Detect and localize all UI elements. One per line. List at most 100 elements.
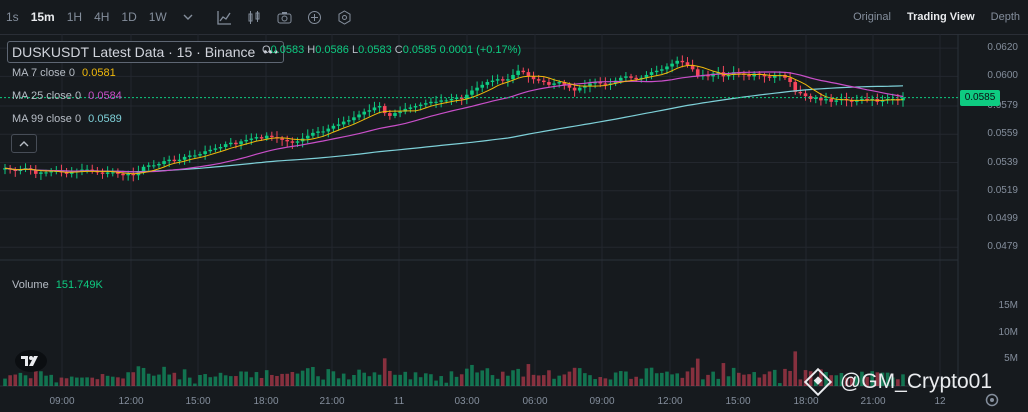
volume-bar [706,374,710,386]
view-depth[interactable]: Depth [990,11,1020,23]
candle [85,164,89,174]
chevron-up-icon [19,140,29,146]
candle-body [259,137,264,139]
volume-bar [901,374,905,386]
volume-bar [54,382,59,386]
ma25-legend[interactable]: MA 25 close 0 0.0584 [12,90,122,102]
volume-bar [408,379,413,386]
volume-bar [639,378,644,386]
indicators-icon[interactable] [217,9,233,25]
symbol-title[interactable]: DUSKUSDT Latest Data · 15 · Binance ••• [7,41,284,63]
candle-body [162,161,166,164]
timeframe-4h[interactable]: 4H [94,10,110,24]
candle [588,78,592,93]
symbol-title-text: DUSKUSDT Latest Data · 15 · Binance [12,44,256,60]
candle [429,97,433,107]
screenshot-icon[interactable] [277,9,293,25]
candle-body [408,107,413,109]
candle-body [249,138,254,140]
timeframe-15m[interactable]: 15m [30,10,55,24]
candle-type-icon[interactable] [247,9,263,25]
candle [244,134,248,145]
candle-body [490,80,495,83]
ohlc-close-label: C [394,44,403,56]
timeframe-1h[interactable]: 1H [66,10,83,24]
view-original[interactable]: Original [853,11,891,23]
candle [516,64,520,79]
volume-bar [849,377,854,386]
volume-bar [69,376,74,386]
candle [213,144,218,153]
candle-body [418,104,423,107]
volume-bar [439,376,443,386]
view-trading-view[interactable]: Trading View [906,11,975,23]
candle [660,65,664,74]
candle-body [726,74,731,77]
candle [193,149,197,159]
volume-bar [311,366,315,386]
candle-body [526,72,531,77]
volume-bar [382,358,387,386]
candle-body [808,96,813,99]
candle [506,73,510,87]
gear-icon[interactable] [984,392,1000,408]
volume-bar [562,374,567,386]
volume-bar [742,374,746,386]
ma99-label: MA 99 close 0 [12,113,82,125]
volume-bar [357,369,361,386]
candle [172,155,177,164]
candle-body [572,87,577,91]
timeframe-1w[interactable]: 1W [148,10,167,24]
volume-bar [3,378,7,386]
volume-bar [141,367,146,386]
candle-body [372,107,377,111]
volume-bar [193,383,197,386]
settings-icon[interactable] [337,9,353,25]
candle [819,93,823,106]
candle-body [660,69,664,71]
candle [362,108,366,120]
ma99-legend[interactable]: MA 99 close 0 0.0589 [12,113,122,125]
candle [865,92,869,103]
ma7-line [4,64,904,175]
candle-body [18,169,23,172]
candle [39,170,43,180]
candle [372,101,377,114]
more-options-icon[interactable]: ••• [263,45,279,59]
candle-body [367,110,372,112]
ma7-legend[interactable]: MA 7 close 0 0.0581 [12,67,116,79]
price-chart[interactable] [0,34,1028,412]
candle-body [295,141,300,143]
candle-body [152,165,156,167]
candle [526,68,531,83]
candle-body [172,159,177,162]
candle-body [547,82,551,85]
volume-bar [182,369,187,386]
candle-body [311,132,315,136]
volume-bar [187,377,192,386]
chevron-down-icon[interactable] [180,9,196,25]
timeframe-1s[interactable]: 1s [6,10,19,24]
volume-bar [880,372,885,386]
ohlc-high-label: H [307,44,316,56]
add-icon[interactable] [307,9,323,25]
candle-body [598,82,603,84]
time-tick: 12:00 [118,396,144,407]
candle-body [849,100,854,102]
candle [218,143,223,152]
volume-bar [521,376,526,386]
candle [583,79,587,94]
candle [110,168,115,177]
volume-bar [870,371,875,386]
volume-bar [465,368,469,386]
collapse-legend-button[interactable] [11,134,37,153]
volume-bar [59,377,64,386]
candle [239,139,243,150]
volume-bar [213,376,218,386]
volume-bar [172,372,177,386]
volume-bar [434,380,438,386]
candle [49,168,53,177]
volume-bar [64,378,69,386]
timeframe-1d[interactable]: 1D [121,10,137,24]
